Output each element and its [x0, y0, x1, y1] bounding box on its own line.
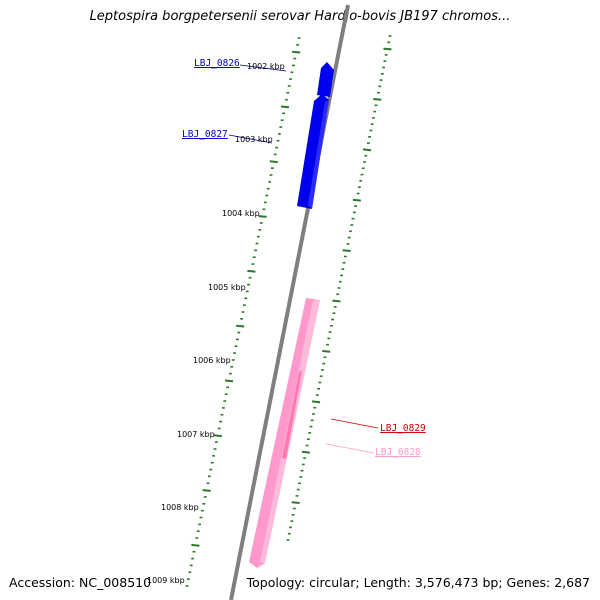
tick-label-1005-kbp: 1005 kbp	[208, 283, 246, 292]
inner-track-major-tick	[291, 501, 300, 504]
inner-track-major-tick	[342, 249, 351, 252]
outer-track-major-tick	[236, 324, 245, 328]
outer-track-major-tick	[202, 489, 211, 492]
outer-track-major-tick	[213, 434, 222, 438]
inner-track-major-tick	[362, 148, 372, 152]
tick-label-1004-kbp: 1004 kbp	[222, 209, 260, 218]
tick-label-1006-kbp: 1006 kbp	[193, 356, 231, 365]
tick-label-1002-kbp: 1002 kbp	[247, 62, 285, 71]
outer-track-major-tick	[258, 215, 267, 218]
inner-track-major-tick	[373, 98, 382, 101]
topology-text: Topology: circular; Length: 3,576,473 bp…	[246, 575, 590, 590]
chromosome-backbone	[229, 4, 350, 600]
inner-track-major-tick	[301, 450, 310, 454]
gene-label-lbj-0826[interactable]: LBJ_0826	[194, 58, 240, 69]
inner-track-major-tick	[383, 47, 392, 51]
tick-label-1007-kbp: 1007 kbp	[177, 430, 215, 439]
inner-track-major-tick	[322, 350, 331, 353]
tick-label-1009-kbp: 1009 kbp	[147, 576, 185, 585]
lbj-0828-connector	[325, 443, 375, 454]
gene-label-lbj-0827[interactable]: LBJ_0827	[182, 129, 228, 140]
gene-lbj-0827-highlight	[308, 100, 329, 209]
gene-label-lbj-0828[interactable]: LBJ_0828	[375, 447, 421, 458]
gene-lbj-0827-arrow[interactable]	[297, 94, 329, 209]
lbj-0827-connector	[228, 134, 273, 144]
outer-track-major-tick	[224, 379, 234, 383]
outer-track-major-tick	[247, 269, 256, 273]
inner-tick-track	[286, 35, 392, 541]
gene-lbj-0826-arrow[interactable]	[317, 62, 334, 97]
inner-track-major-tick	[311, 400, 321, 404]
inner-track-major-tick	[352, 198, 361, 202]
accession-text: Accession: NC_008510	[9, 575, 152, 590]
chromosome-title: Leptospira borgpetersenii serovar Hardjo…	[89, 9, 511, 24]
inner-track-major-tick	[332, 299, 341, 303]
tick-label-1003-kbp: 1003 kbp	[235, 135, 273, 144]
outer-track-major-tick	[280, 105, 290, 109]
gene-lbj-0829-arrow[interactable]	[282, 370, 302, 459]
tick-label-1008-kbp: 1008 kbp	[161, 503, 199, 512]
outer-track-major-tick	[269, 160, 278, 164]
outer-track-major-tick	[292, 50, 301, 54]
lbj-0826-connector	[239, 64, 287, 72]
outer-tick-track	[185, 37, 301, 587]
gene-label-lbj-0829[interactable]: LBJ_0829	[380, 423, 426, 434]
outer-track-major-tick	[191, 543, 200, 547]
lbj-0829-connector	[330, 418, 379, 429]
